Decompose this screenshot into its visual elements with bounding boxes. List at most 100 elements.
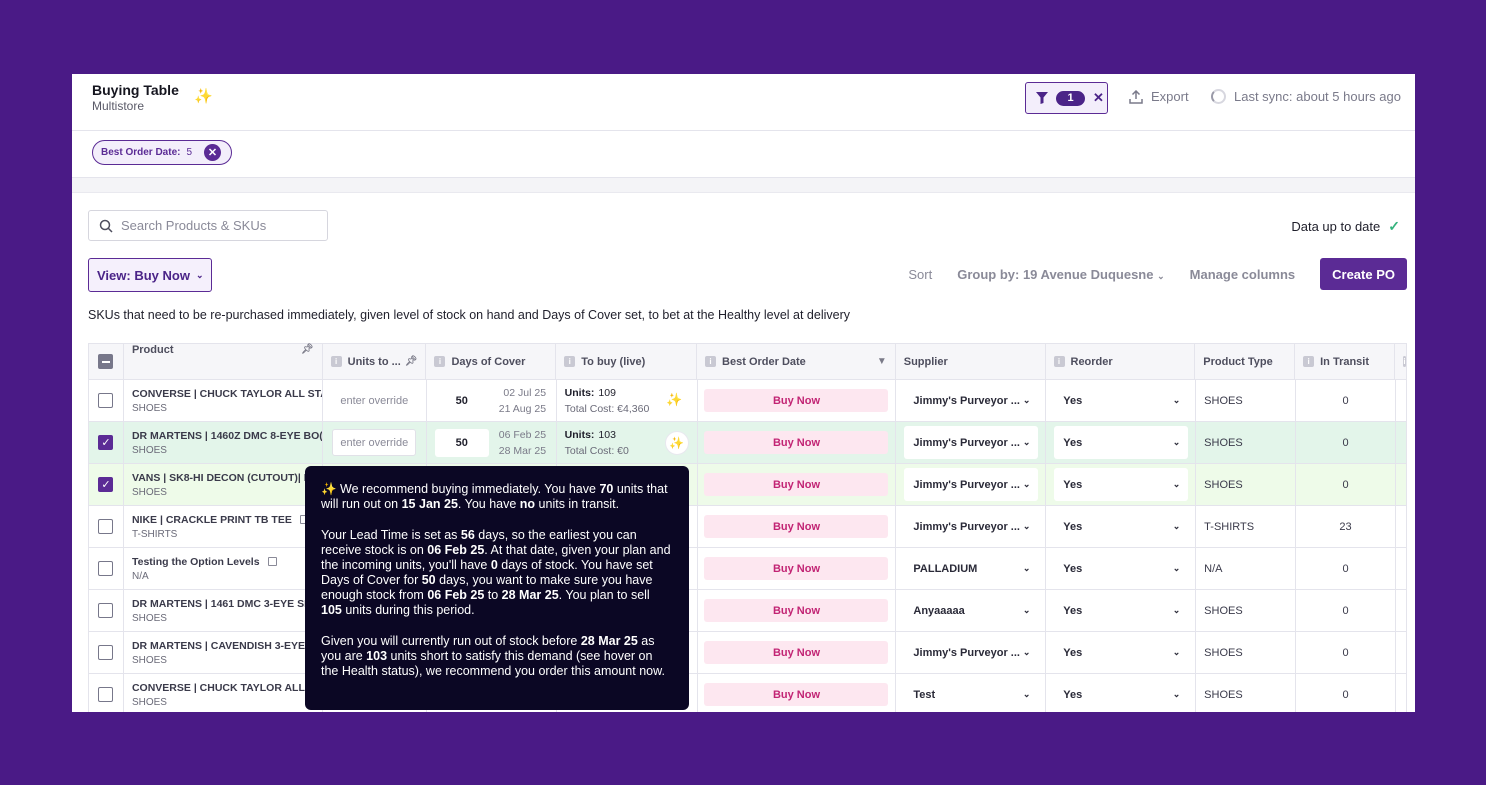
view-description: SKUs that need to be re-purchased immedi… <box>88 308 850 322</box>
reorder-cell: Yes ⌄ <box>1046 632 1197 673</box>
supplier-dropdown[interactable]: PALLADIUM ⌄ <box>904 552 1038 585</box>
buy-now-badge[interactable]: Buy Now <box>704 683 889 706</box>
product-name[interactable]: DR MARTENS | 1460Z DMC 8-EYE BO( <box>131 429 323 442</box>
table-row[interactable]: ✓ DR MARTENS | 1460Z DMC 8-EYE BO(SHOES … <box>88 422 1408 464</box>
buy-now-badge[interactable]: Buy Now <box>704 473 889 496</box>
buy-now-badge[interactable]: Buy Now <box>704 515 889 538</box>
sort-button[interactable]: Sort <box>908 266 933 282</box>
row-checkbox[interactable] <box>98 687 114 702</box>
table-row[interactable]: CONVERSE | CHUCK TAYLOR ALL STA SHOES ent… <box>88 380 1408 422</box>
filter-icon[interactable]: ▼ <box>876 356 887 367</box>
copy-icon[interactable] <box>267 557 277 567</box>
info-icon[interactable]: i <box>434 356 446 367</box>
overflow-cell <box>1396 632 1408 673</box>
reorder-dropdown[interactable]: Yes ⌄ <box>1054 426 1189 459</box>
pin-icon[interactable]: 📌︎ <box>300 344 314 355</box>
chevron-down-icon: ⌄ <box>1022 689 1031 699</box>
total-cost: Total Cost: €4,360 <box>564 402 650 415</box>
col-supplier[interactable]: Supplier <box>896 344 1046 379</box>
select-all-checkbox[interactable] <box>98 354 114 369</box>
info-icon[interactable]: i <box>1303 356 1315 367</box>
table-row[interactable]: CONVERSE | CHUCK TAYLOR ALL S1 SHOES Buy … <box>88 674 1408 712</box>
reorder-dropdown[interactable]: Yes ⌄ <box>1054 594 1188 627</box>
buy-now-badge[interactable]: Buy Now <box>704 389 889 412</box>
row-select-cell <box>89 548 124 589</box>
reorder-dropdown[interactable]: Yes ⌄ <box>1054 510 1188 543</box>
product-name[interactable]: DR MARTENS | 1461 DMC 3-EYE SH( <box>131 597 316 610</box>
cover-end-date: 21 Aug 25 <box>498 402 547 415</box>
days-of-cover-value[interactable]: 50 <box>455 394 468 407</box>
table-row[interactable]: DR MARTENS | CAVENDISH 3-EYE S SHOES Buy … <box>88 632 1408 674</box>
create-po-button[interactable]: Create PO <box>1320 258 1407 290</box>
supplier-dropdown[interactable]: Jimmy's Purveyor ... ⌄ <box>904 426 1039 459</box>
manage-columns-button[interactable]: Manage columns <box>1189 266 1296 282</box>
info-icon[interactable]: i <box>564 356 576 367</box>
sparkle-icon[interactable]: ✨ <box>194 88 213 105</box>
supplier-dropdown[interactable]: Jimmy's Purveyor ... ⌄ <box>904 636 1038 669</box>
export-button[interactable]: Export <box>1129 89 1189 104</box>
reorder-dropdown[interactable]: Yes ⌄ <box>1054 678 1188 711</box>
override-input[interactable]: enter override <box>332 429 417 456</box>
sparkle-icon[interactable]: ✨ <box>664 431 689 455</box>
remove-chip-icon[interactable]: ✕ <box>204 144 222 161</box>
buy-now-badge[interactable]: Buy Now <box>704 431 889 454</box>
supplier-dropdown[interactable]: Jimmy's Purveyor ... ⌄ <box>904 510 1038 543</box>
info-icon[interactable]: i <box>330 356 342 367</box>
col-days-of-cover[interactable]: i Days of Cover <box>426 344 557 379</box>
override-input[interactable]: enter override <box>340 394 409 407</box>
row-checkbox[interactable]: ✓ <box>98 435 114 450</box>
buy-now-badge[interactable]: Buy Now <box>704 641 889 664</box>
product-name[interactable]: CONVERSE | CHUCK TAYLOR ALL S1 <box>131 681 321 694</box>
row-checkbox[interactable] <box>98 603 114 618</box>
info-icon[interactable]: i <box>705 356 717 367</box>
table-row[interactable]: ✓ VANS | SK8-HI DECON (CUTOUT)| L SHOES B… <box>88 464 1408 506</box>
buy-now-badge[interactable]: Buy Now <box>704 599 889 622</box>
product-name[interactable]: Testing the Option Levels <box>131 555 260 568</box>
clear-filter-icon[interactable]: ✕ <box>1093 90 1104 105</box>
table-row[interactable]: Testing the Option Levels N/A Buy Now PAL… <box>88 548 1408 590</box>
supplier-dropdown[interactable]: Anyaaaaa ⌄ <box>904 594 1038 627</box>
pin-icon[interactable]: 📌︎ <box>404 356 418 367</box>
days-of-cover-value[interactable]: 50 <box>434 428 489 457</box>
product-name[interactable]: VANS | SK8-HI DECON (CUTOUT)| L <box>131 471 311 484</box>
best-order-date-cell: Buy Now <box>698 464 897 505</box>
filter-button[interactable]: 1 ✕ <box>1025 82 1108 114</box>
sparkle-icon[interactable]: ✨ <box>666 392 683 407</box>
supplier-dropdown[interactable]: Jimmy's Purveyor ... ⌄ <box>904 384 1038 417</box>
row-checkbox[interactable] <box>98 561 114 576</box>
reorder-dropdown[interactable]: Yes ⌄ <box>1054 468 1189 501</box>
col-product-type[interactable]: Product Type <box>1195 344 1296 379</box>
page-subtitle: Multistore <box>92 99 145 113</box>
col-in-transit[interactable]: i In Transit <box>1295 344 1395 379</box>
col-to-buy[interactable]: i To buy (live) <box>556 344 698 379</box>
table-row[interactable]: NIKE | CRACKLE PRINT TB TEE T-SHIRTS Buy … <box>88 506 1408 548</box>
supplier-dropdown[interactable]: Test ⌄ <box>904 678 1038 711</box>
supplier-value: Jimmy's Purveyor ... <box>913 478 1020 491</box>
row-checkbox[interactable] <box>98 393 114 408</box>
col-units-to[interactable]: i Units to ... 📌︎ <box>323 344 427 379</box>
row-checkbox[interactable]: ✓ <box>98 477 114 492</box>
supplier-dropdown[interactable]: Jimmy's Purveyor ... ⌄ <box>904 468 1039 501</box>
product-type-cell: N/A <box>1196 548 1297 589</box>
view-dropdown[interactable]: View: Buy Now ⌄ <box>88 258 212 292</box>
col-best-order-date[interactable]: i Best Order Date ▼ <box>697 344 896 379</box>
filter-chip-best-order-date[interactable]: Best Order Date: 5 ✕ <box>92 140 232 165</box>
row-checkbox[interactable] <box>98 519 114 534</box>
reorder-dropdown[interactable]: Yes ⌄ <box>1054 384 1188 417</box>
product-name[interactable]: CONVERSE | CHUCK TAYLOR ALL STA <box>131 387 323 400</box>
search-input[interactable]: Search Products & SKUs <box>88 210 328 241</box>
product-name[interactable]: NIKE | CRACKLE PRINT TB TEE <box>131 513 292 526</box>
row-select-cell: ✓ <box>89 464 124 505</box>
table-row[interactable]: DR MARTENS | 1461 DMC 3-EYE SH(SHOES Buy… <box>88 590 1408 632</box>
col-reorder[interactable]: i Reorder <box>1046 344 1196 379</box>
buy-now-badge[interactable]: Buy Now <box>704 557 889 580</box>
col-product[interactable]: Product 📌︎ <box>124 344 323 379</box>
col-overflow: i <box>1395 344 1406 379</box>
tooltip-text: ✨ We recommend buying immediately. You h… <box>321 482 600 496</box>
reorder-dropdown[interactable]: Yes ⌄ <box>1054 636 1188 669</box>
product-name[interactable]: DR MARTENS | CAVENDISH 3-EYE S <box>131 639 315 652</box>
row-checkbox[interactable] <box>98 645 114 660</box>
info-icon[interactable]: i <box>1053 356 1065 367</box>
group-by-dropdown[interactable]: Group by: 19 Avenue Duquesne ⌄ <box>957 267 1164 282</box>
reorder-dropdown[interactable]: Yes ⌄ <box>1054 552 1188 585</box>
